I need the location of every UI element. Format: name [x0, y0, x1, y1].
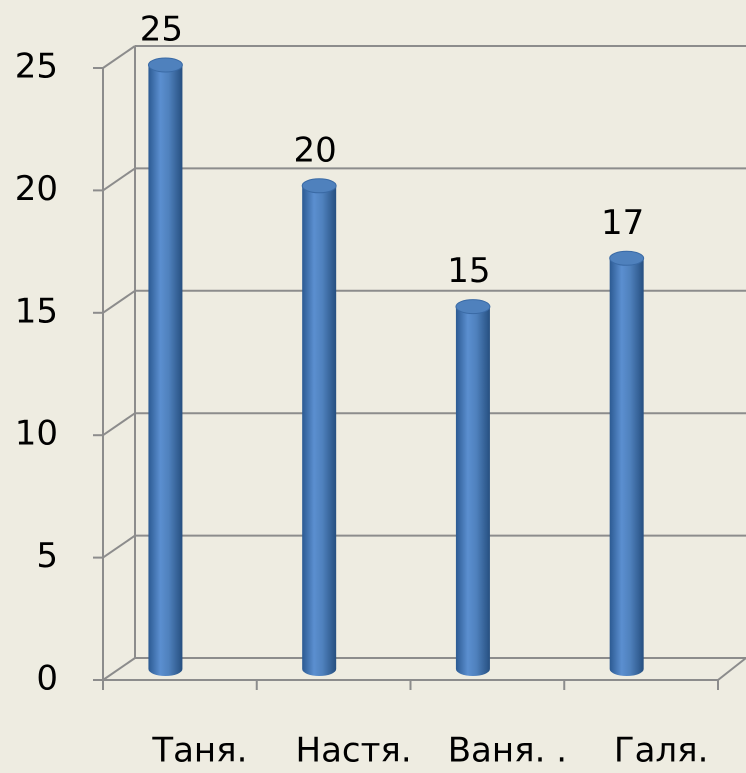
- data-label: 20: [294, 130, 337, 170]
- y-tick-label: 15: [15, 291, 58, 331]
- x-tick-label: Настя.: [296, 731, 412, 771]
- grid-line: [102, 534, 136, 559]
- grid-line: [102, 657, 136, 681]
- grid-line: [102, 45, 136, 69]
- bar-top: [609, 250, 645, 266]
- bar-top: [147, 57, 183, 73]
- grid-line: [102, 167, 136, 192]
- bar: [455, 299, 490, 677]
- bar: [148, 58, 183, 677]
- y-tick-label: 25: [15, 47, 58, 87]
- y-tick-label: 10: [15, 414, 58, 454]
- bar-top: [455, 299, 491, 315]
- x-tick-label: Ваня. .: [448, 731, 567, 771]
- x-tick-label: Галя.: [614, 731, 709, 771]
- y-tick-label: 0: [36, 659, 58, 699]
- y-tick-label: 5: [36, 536, 58, 576]
- grid-line: [102, 412, 136, 437]
- data-label: 25: [140, 10, 183, 50]
- bar: [609, 251, 644, 677]
- grid-line: [102, 289, 136, 314]
- y-tick-label: 20: [15, 169, 58, 209]
- data-label: 15: [447, 251, 490, 291]
- data-label: 17: [601, 203, 644, 243]
- bar: [302, 178, 337, 677]
- bar-top: [301, 178, 337, 194]
- x-tick-label: Таня.: [151, 731, 247, 771]
